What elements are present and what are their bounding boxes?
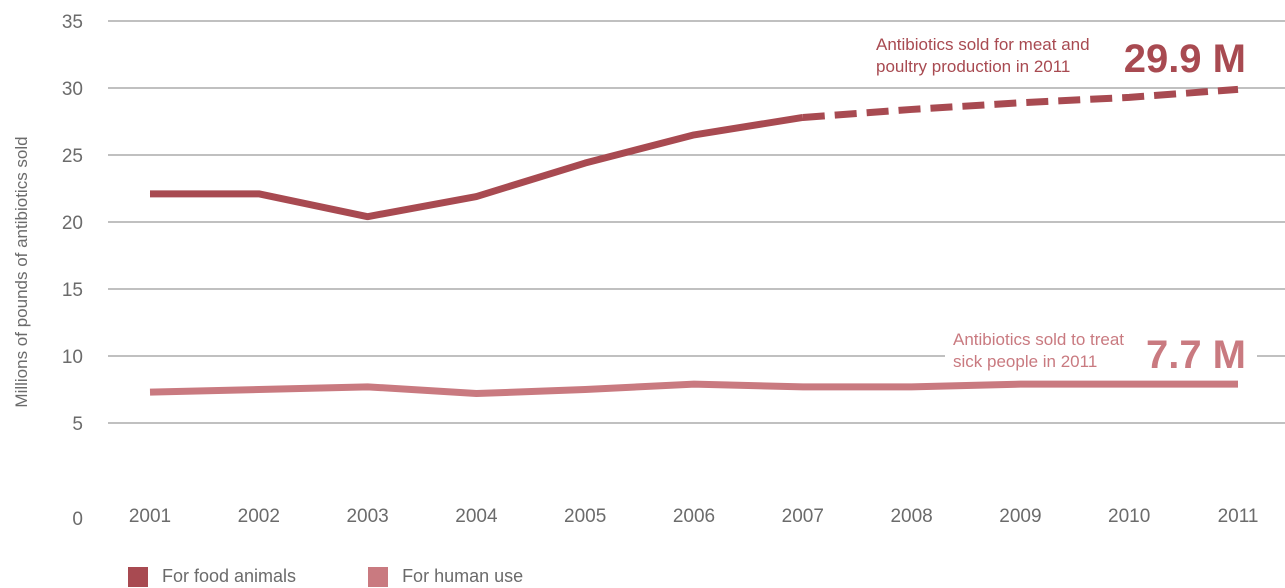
x-tick-label: 2005 — [564, 506, 606, 527]
x-tick-label: 2009 — [999, 506, 1041, 527]
annotation-human-line2: sick people in 2011 — [953, 352, 1097, 371]
x-tick-label: 2003 — [346, 506, 388, 527]
x-tick-label: 2006 — [673, 506, 715, 527]
annotation-food-animals: Antibiotics sold for meat and poultry pr… — [876, 35, 1246, 81]
legend-swatch-food-animals — [128, 566, 148, 587]
y-axis-ticks: 0 5 10 15 20 25 30 35 — [62, 12, 83, 530]
x-axis-ticks: 2001 2002 2003 2004 2005 2006 2007 2008 2009 2010… — [129, 506, 1259, 527]
x-tick-label: 2007 — [782, 506, 824, 527]
annotation-human-use: Antibiotics sold to treat sick people in… — [953, 330, 1246, 377]
y-tick-label: 5 — [72, 414, 83, 435]
series-line-food-animals-dashed — [802, 85, 1239, 121]
series-line-human-use — [149, 380, 1238, 398]
legend-item-human-use: For human use — [368, 566, 523, 587]
series-line-food-animals — [150, 114, 804, 221]
legend-label-food-animals: For food animals — [162, 566, 297, 586]
annotation-human-bg — [945, 322, 1257, 378]
annotation-food-line1: Antibiotics sold for meat and — [876, 35, 1090, 54]
y-tick-label: 0 — [72, 509, 83, 530]
y-tick-label: 35 — [62, 12, 83, 33]
y-tick-label: 10 — [62, 347, 83, 368]
y-tick-label: 20 — [62, 213, 83, 234]
gridlines — [108, 20, 1285, 424]
y-tick-label: 25 — [62, 146, 83, 167]
legend: For food animals For human use — [128, 566, 595, 587]
x-tick-label: 2004 — [455, 506, 498, 527]
legend-swatch-human-use — [368, 566, 389, 587]
x-tick-label: 2001 — [129, 506, 171, 527]
x-tick-label: 2010 — [1108, 506, 1150, 527]
annotation-human-value: 7.7 M — [1146, 333, 1246, 377]
x-tick-label: 2011 — [1218, 506, 1259, 527]
x-tick-label: 2008 — [890, 506, 932, 527]
y-tick-label: 15 — [62, 280, 83, 301]
annotation-food-value: 29.9 M — [1124, 37, 1246, 81]
legend-label-human-use: For human use — [402, 566, 524, 586]
y-tick-label: 30 — [62, 79, 83, 100]
y-axis-label: Millions of pounds of antibiotics sold — [12, 136, 31, 407]
series-lines — [149, 85, 1239, 398]
x-tick-label: 2002 — [238, 506, 280, 527]
legend-item-food-animals: For food animals — [128, 566, 296, 587]
annotation-food-line2: poultry production in 2011 — [876, 57, 1070, 76]
annotation-human-line1: Antibiotics sold to treat — [953, 330, 1124, 349]
